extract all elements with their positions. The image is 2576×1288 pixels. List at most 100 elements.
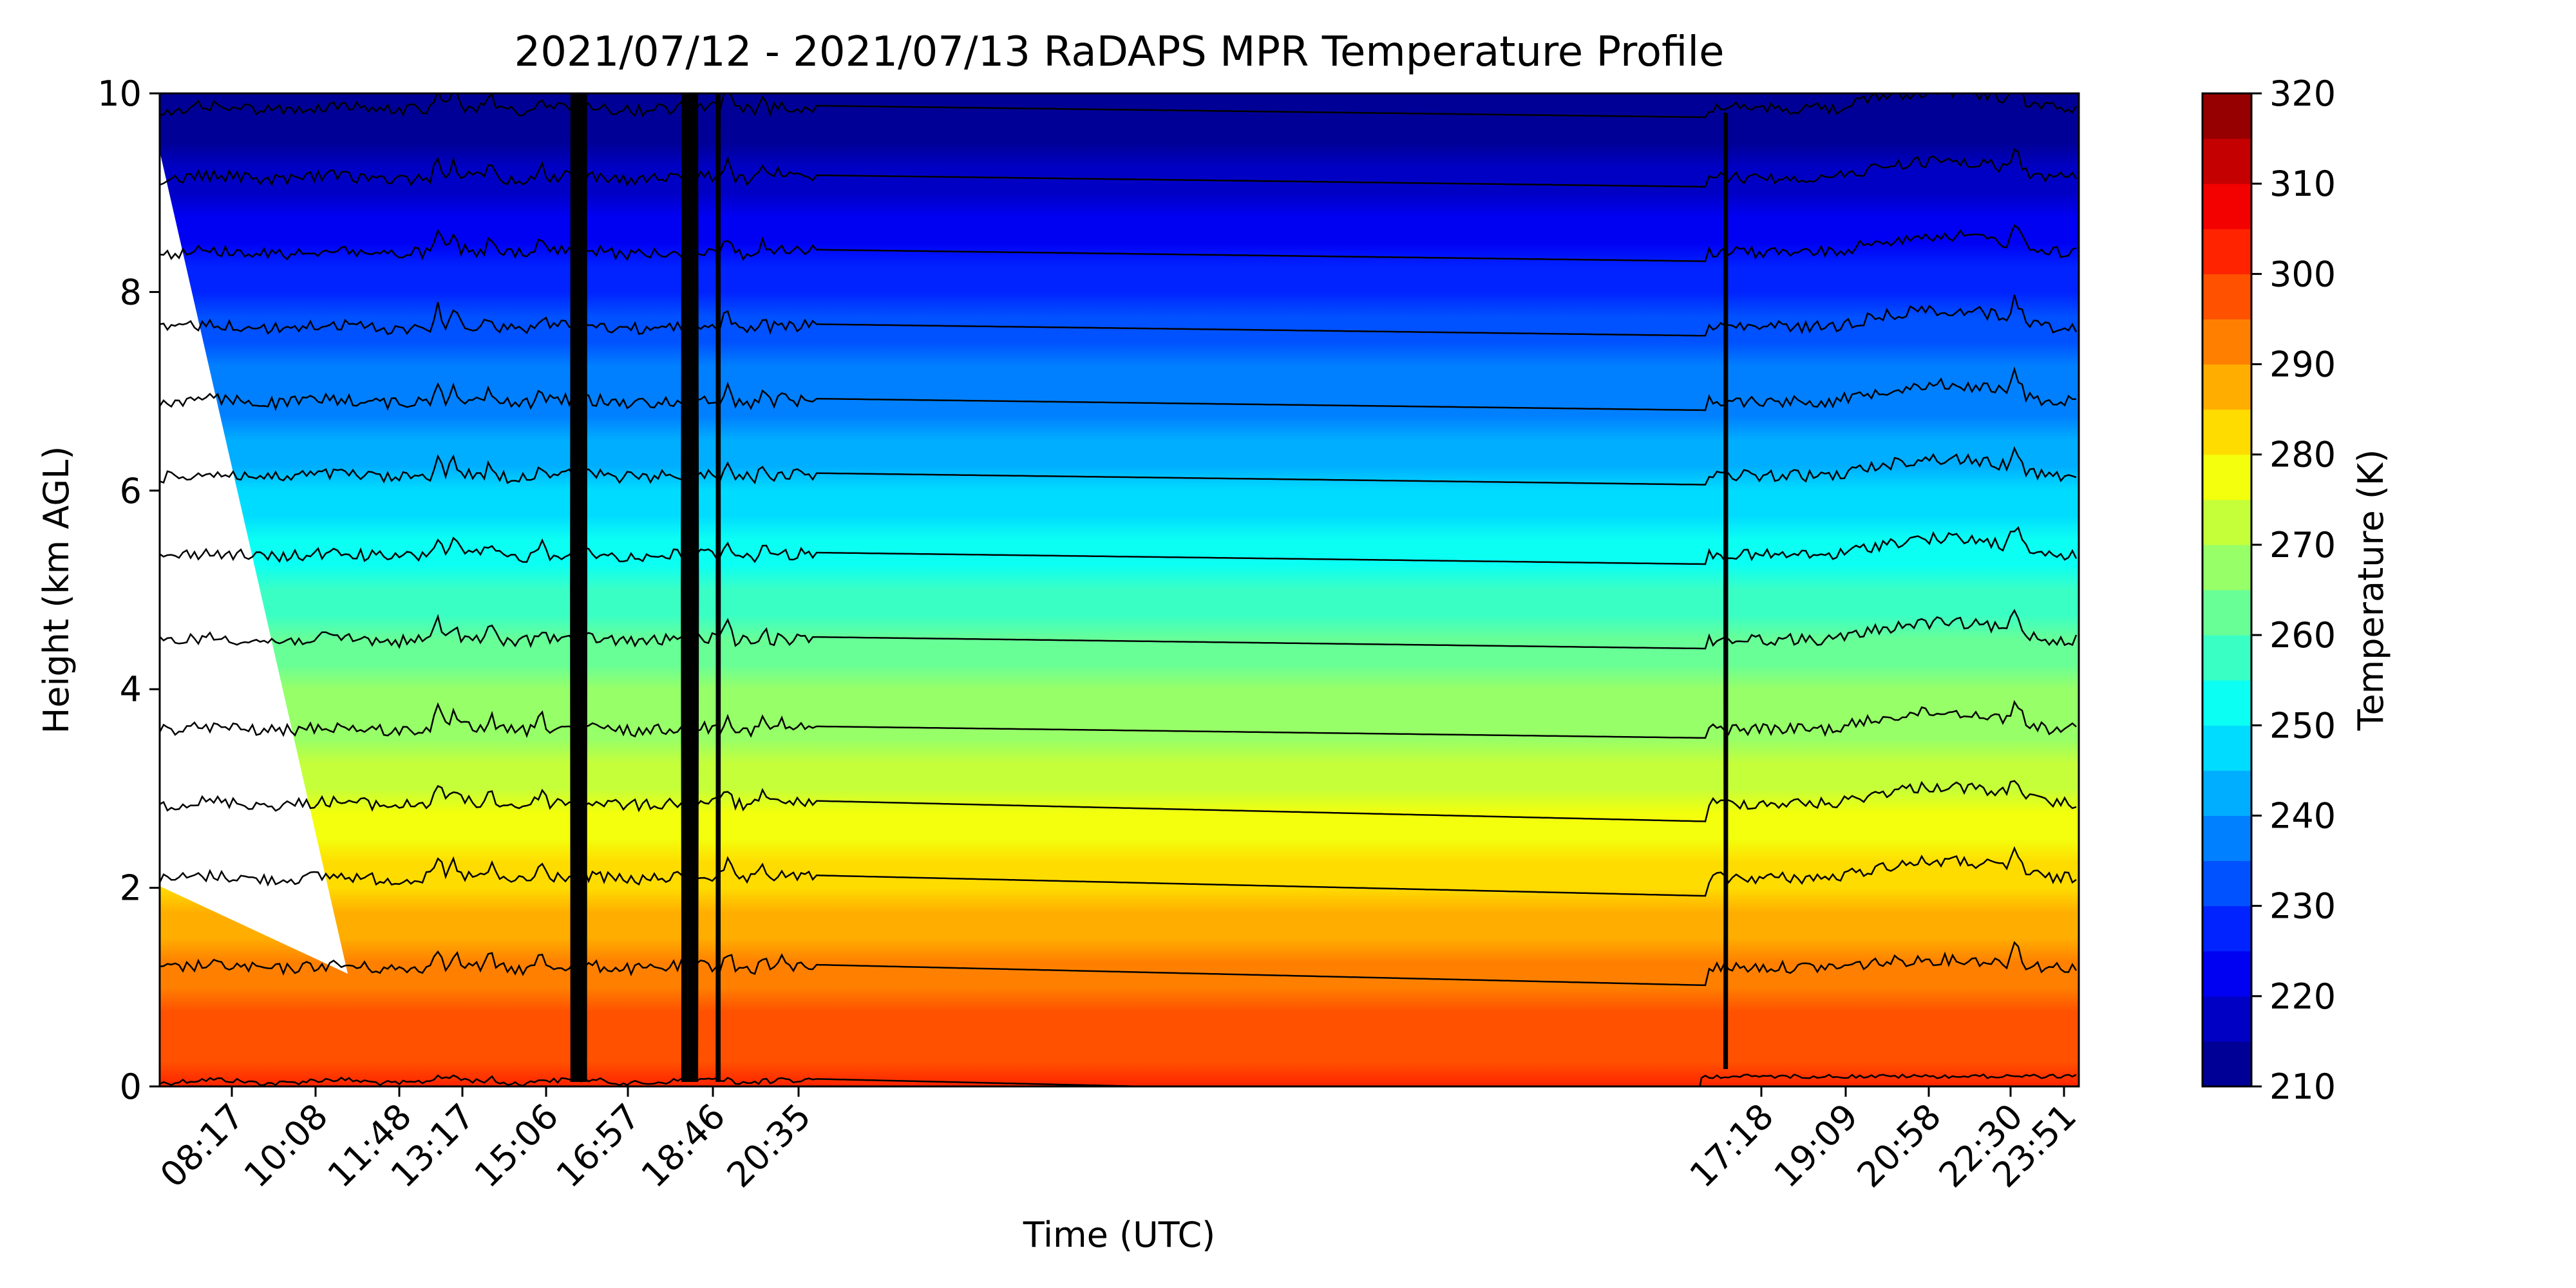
x-tick-label: 16:57 (549, 1096, 649, 1196)
y-tick: 10 (97, 73, 160, 114)
isotherm-line (160, 609, 2078, 650)
x-tick: 10:08 (236, 1086, 336, 1195)
chart-title: 2021/07/12 - 2021/07/13 RaDAPS MPR Tempe… (514, 28, 1724, 76)
isotherm-contours (160, 93, 2078, 1086)
colorbar-segment (2202, 905, 2251, 952)
y-axis: 0 2 4 6 8 10 (97, 73, 160, 1107)
colorbar-tick: 270 (2251, 525, 2336, 565)
x-tick-label: 10:08 (236, 1096, 336, 1196)
colorbar-segment (2202, 951, 2251, 997)
x-tick: 08:17 (153, 1086, 252, 1195)
colorbar-tick-label: 250 (2269, 705, 2336, 746)
y-tick: 2 (120, 868, 160, 909)
y-axis-label: Height (km AGL) (36, 446, 77, 734)
isotherm-line (160, 366, 2077, 412)
colorbar-tick-label: 290 (2269, 345, 2336, 385)
colorbar-segment (2202, 364, 2251, 410)
colorbar-tick-label: 210 (2269, 1066, 2336, 1107)
colorbar-segment (2202, 996, 2251, 1042)
contour-band-line (574, 93, 577, 1083)
colorbar-label: Temperature (K) (2351, 450, 2391, 732)
contour-band-line (578, 93, 580, 1083)
colorbar-segment (2202, 590, 2251, 636)
isotherm-line (160, 780, 2077, 822)
colorbar-tick-label: 300 (2269, 254, 2336, 294)
isotherm-line (160, 526, 2078, 565)
y-tick: 6 (120, 471, 160, 511)
contour-band-line (716, 93, 719, 1083)
isotherm-line (160, 941, 2078, 987)
isotherm-line (160, 148, 2078, 188)
x-tick: 20:35 (719, 1086, 819, 1195)
colorbar-segment (2202, 319, 2251, 365)
isotherm-line (160, 224, 2077, 262)
colorbar-tick: 250 (2251, 705, 2336, 746)
colorbar-segment (2202, 138, 2251, 184)
x-axis: 08:1710:0811:4813:1715:0616:5718:4620:35… (153, 1086, 2084, 1196)
plot-frame (158, 92, 2080, 1088)
x-tick-label: 20:35 (719, 1096, 819, 1196)
contour-band-line (690, 93, 693, 1083)
colorbar-segment (2202, 454, 2251, 500)
colorbar-segment (2202, 770, 2251, 816)
isotherm-line (160, 446, 2077, 486)
colorbar-segment (2202, 635, 2251, 681)
y-tick-label: 4 (120, 669, 142, 710)
colorbar-segment (2202, 860, 2251, 907)
colorbar-segment (2202, 229, 2251, 274)
y-tick-label: 2 (120, 868, 142, 909)
colorbar-tick-label: 270 (2269, 525, 2336, 565)
y-tick-label: 8 (120, 272, 142, 312)
x-tick: 19:09 (1766, 1086, 1866, 1195)
isotherm-line (160, 699, 2077, 739)
colorbar-segment (2202, 680, 2251, 726)
colorbar-tick-label: 230 (2269, 886, 2336, 927)
x-tick-label: 08:17 (153, 1096, 252, 1196)
isotherm-line (160, 846, 2077, 897)
contour-band-line (696, 93, 699, 1083)
contour-band-line (694, 93, 697, 1083)
colorbar-segment (2202, 184, 2251, 229)
temperature-field (160, 93, 2079, 1086)
x-tick-label: 15:06 (467, 1096, 567, 1196)
colorbar-tick: 220 (2251, 976, 2336, 1017)
colorbar: 210 220 230 240 250 260 270 280 290 300 310 320 (2201, 73, 2336, 1107)
colorbar-tick: 210 (2251, 1066, 2336, 1107)
x-tick-label: 19:09 (1766, 1096, 1866, 1196)
contour-band-line (1725, 112, 1727, 1070)
colorbar-tick: 290 (2251, 345, 2336, 385)
contour-band-line (687, 93, 690, 1083)
colorbar-tick: 230 (2251, 886, 2336, 927)
y-tick-label: 10 (97, 73, 142, 114)
x-tick-label: 18:46 (634, 1096, 734, 1196)
contour-band-line (572, 93, 574, 1083)
x-tick: 17:18 (1682, 1086, 1782, 1196)
x-tick: 20:58 (1850, 1086, 1949, 1195)
missing-data-region (160, 151, 348, 974)
colorbar-tick: 300 (2251, 254, 2336, 294)
colorbar-tick-label: 280 (2269, 435, 2336, 475)
colorbar-tick: 260 (2251, 615, 2336, 656)
colorbar-tick: 320 (2251, 73, 2336, 114)
colorbar-tick: 280 (2251, 435, 2336, 475)
colorbar-segment (2202, 499, 2251, 545)
x-tick-label: 17:18 (1682, 1096, 1782, 1196)
isotherm-line (160, 93, 2078, 118)
colorbar-tick: 240 (2251, 795, 2336, 836)
contour-band-line (692, 93, 694, 1083)
colorbar-tick-label: 310 (2269, 164, 2336, 204)
colorbar-segment (2202, 1041, 2251, 1087)
colorbar-segment (2202, 93, 2251, 139)
plot-area (160, 93, 2079, 1086)
colorbar-tick-label: 220 (2269, 976, 2336, 1017)
colorbar-segment (2202, 409, 2251, 455)
x-axis-label: Time (UTC) (1023, 1215, 1216, 1255)
x-tick: 16:57 (549, 1086, 649, 1196)
y-tick: 4 (120, 669, 160, 710)
colorbar-segment (2202, 544, 2251, 591)
colorbar-frame (2201, 92, 2253, 1088)
colorbar-tick-label: 320 (2269, 73, 2336, 114)
contour-band-line (1726, 112, 1728, 1070)
colorbar-segment (2202, 815, 2251, 862)
